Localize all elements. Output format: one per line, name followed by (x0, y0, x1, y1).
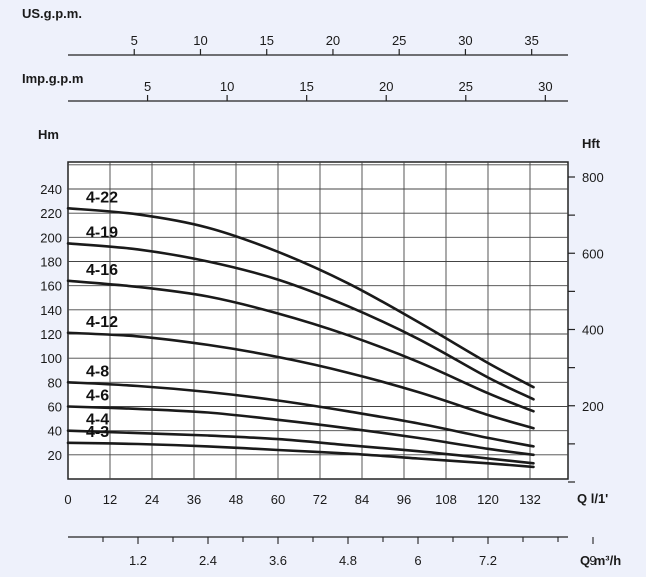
us-gpm-tick-label: 20 (326, 33, 340, 48)
pump-curve-4-4 (66, 429, 535, 465)
x-lpm-tick-label: 72 (313, 492, 327, 507)
head-m-unit-label: Hm (38, 127, 59, 142)
top-scales: US.g.p.m. 5 10 15 20 25 30 35 Imp.g.p.m 5 10 15 20 25… (22, 6, 568, 102)
m3h-tick-label: 9 (589, 553, 596, 568)
curve-label-4-8: 4-8 (86, 363, 109, 380)
curve-label-4-19: 4-19 (86, 224, 118, 241)
x-lpm-tick-label: 36 (187, 492, 201, 507)
x-lpm-tick-label: 60 (271, 492, 285, 507)
curve-label-4-22: 4-22 (86, 189, 118, 206)
pump-curve-4-12 (66, 331, 535, 430)
us-gpm-tick-label: 30 (458, 33, 472, 48)
y-m-tick-label: 240 (40, 182, 62, 197)
curve-label-4-16: 4-16 (86, 262, 118, 279)
us-gpm-tick-label: 10 (193, 33, 207, 48)
us-gpm-unit-label: US.g.p.m. (22, 6, 82, 21)
m3h-tick-label: 4.8 (339, 553, 357, 568)
y-m-tick-label: 80 (48, 375, 62, 390)
x-lpm-tick-label: 48 (229, 492, 243, 507)
us-gpm-tick-label: 5 (131, 33, 138, 48)
y-ft-tick-label: 600 (582, 246, 604, 261)
y-m-tick-label: 200 (40, 230, 62, 245)
bottom-scale: 1.2 2.4 3.6 4.8 6 7.2 9Q m³/h (68, 536, 621, 568)
pump-curve-4-22 (66, 207, 535, 389)
x-lpm-tick-label: 132 (519, 492, 541, 507)
us-gpm-tick-label: 35 (524, 33, 538, 48)
plot-axes: Hm20406080100120140160180200220240Hft200… (38, 127, 608, 507)
y-m-tick-label: 140 (40, 303, 62, 318)
y-m-tick-label: 120 (40, 327, 62, 342)
pump-curves: 4-22 4-19 4-16 4-12 4-8 4-6 4-44-3 (66, 189, 535, 469)
m3h-tick-label: 3.6 (269, 553, 287, 568)
y-ft-tick-label: 400 (582, 323, 604, 338)
y-m-tick-label: 180 (40, 255, 62, 270)
y-ft-tick-label: 200 (582, 399, 604, 414)
m3h-tick-label: 6 (414, 553, 421, 568)
us-gpm-tick-label: 15 (259, 33, 273, 48)
imp-gpm-tick-label: 10 (220, 79, 234, 94)
y-m-tick-label: 60 (48, 400, 62, 415)
imp-gpm-tick-label: 15 (299, 79, 313, 94)
flow-m3h-unit-label: Q m³/h (580, 553, 621, 568)
x-lpm-tick-label: 96 (397, 492, 411, 507)
x-lpm-tick-label: 24 (145, 492, 159, 507)
imp-gpm-unit-label: Imp.g.p.m (22, 71, 83, 86)
us-gpm-tick-label: 25 (392, 33, 406, 48)
m3h-tick-label: 7.2 (479, 553, 497, 568)
pump-curve-4-3 (66, 441, 535, 469)
pump-curve-4-16 (66, 279, 535, 413)
curve-label-4-6: 4-6 (86, 388, 109, 405)
y-m-tick-label: 100 (40, 351, 62, 366)
flow-lpm-unit-label: Q l/1' (577, 491, 608, 506)
x-lpm-tick-label: 84 (355, 492, 369, 507)
y-m-tick-label: 40 (48, 424, 62, 439)
m3h-tick-label: 1.2 (129, 553, 147, 568)
m3h-tick-label: 2.4 (199, 553, 217, 568)
curve-label-4-4: 4-4 (86, 412, 109, 429)
y-m-tick-label: 220 (40, 206, 62, 221)
imp-gpm-tick-label: 30 (538, 79, 552, 94)
curve-label-4-3: 4-3 (86, 424, 109, 441)
x-lpm-tick-label: 120 (477, 492, 499, 507)
pump-curve-4-6 (66, 405, 535, 457)
y-ft-tick-label: 800 (582, 170, 604, 185)
pump-curve-4-19 (66, 242, 535, 401)
plot-area (67, 161, 569, 480)
pump-curve-4-8 (66, 381, 535, 448)
x-lpm-tick-label: 108 (435, 492, 457, 507)
imp-gpm-tick-label: 5 (144, 79, 151, 94)
y-m-tick-label: 20 (48, 448, 62, 463)
curve-label-4-12: 4-12 (86, 314, 118, 331)
head-ft-unit-label: Hft (582, 136, 601, 151)
x-lpm-tick-label: 0 (64, 492, 71, 507)
imp-gpm-tick-label: 20 (379, 79, 393, 94)
chart-grid (67, 161, 569, 480)
imp-gpm-tick-label: 25 (459, 79, 473, 94)
x-lpm-tick-label: 12 (103, 492, 117, 507)
y-m-tick-label: 160 (40, 279, 62, 294)
